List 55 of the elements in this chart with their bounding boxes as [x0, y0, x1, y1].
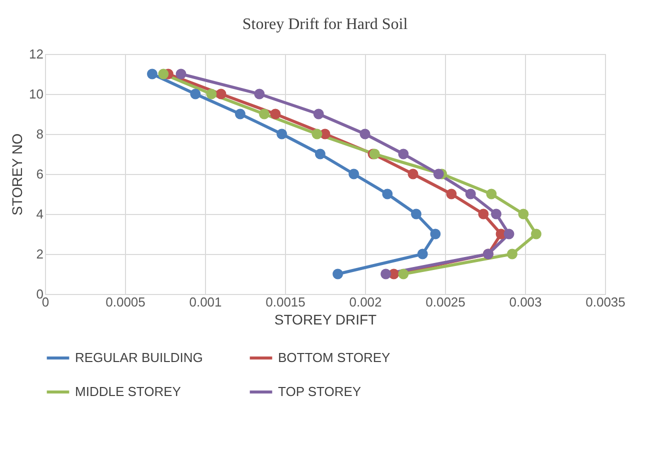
point [504, 228, 514, 240]
point [478, 208, 489, 220]
x-tick-label: 0.0005 [106, 294, 146, 310]
legend-label: BOTTOM STOREY [278, 350, 391, 365]
point [408, 168, 418, 180]
y-tick-label: 2 [36, 246, 44, 262]
y-axis-title: STOREY NO [9, 133, 26, 216]
x-tick-label: 0.0035 [586, 294, 626, 310]
point [348, 168, 360, 180]
chart-title: Storey Drift for Hard Soil [242, 16, 408, 33]
point [176, 68, 186, 80]
point [398, 148, 409, 160]
x-tick-label: 0.001 [189, 294, 222, 310]
point [314, 148, 326, 160]
x-axis-title: STOREY DRIFT [274, 312, 378, 328]
point [312, 128, 322, 140]
point [254, 88, 265, 100]
point [486, 188, 497, 200]
y-tick-label: 10 [29, 86, 44, 102]
point [490, 208, 502, 220]
point [382, 188, 393, 200]
y-tick-label: 12 [29, 46, 44, 62]
point [216, 88, 226, 100]
point [234, 108, 246, 120]
point [446, 188, 457, 200]
point [433, 168, 444, 180]
y-tick-label: 8 [36, 126, 44, 142]
y-tick-label: 4 [36, 206, 44, 222]
point [258, 108, 270, 120]
point [313, 108, 324, 120]
legend-label: REGULAR BUILDING [75, 350, 203, 365]
x-tick-label: 0.0015 [266, 294, 306, 310]
point [206, 88, 217, 100]
x-tick-label: 0.0025 [426, 294, 466, 310]
point [465, 188, 476, 200]
point [410, 208, 422, 220]
legend-label: TOP STOREY [278, 384, 362, 399]
point [146, 68, 158, 80]
point [430, 228, 441, 240]
legend-label: MIDDLE STOREY [75, 384, 182, 399]
point [360, 128, 370, 140]
x-tick-label: 0.002 [349, 294, 382, 310]
point [518, 208, 529, 220]
point [158, 68, 169, 80]
point [417, 248, 428, 260]
point [530, 228, 542, 240]
point [190, 88, 201, 100]
point [332, 268, 344, 280]
point [270, 108, 281, 120]
point [276, 128, 288, 140]
y-tick-label: 6 [36, 166, 44, 182]
point [398, 268, 409, 280]
x-tick-label: 0.003 [509, 294, 542, 310]
point [380, 268, 392, 280]
point [506, 248, 518, 260]
